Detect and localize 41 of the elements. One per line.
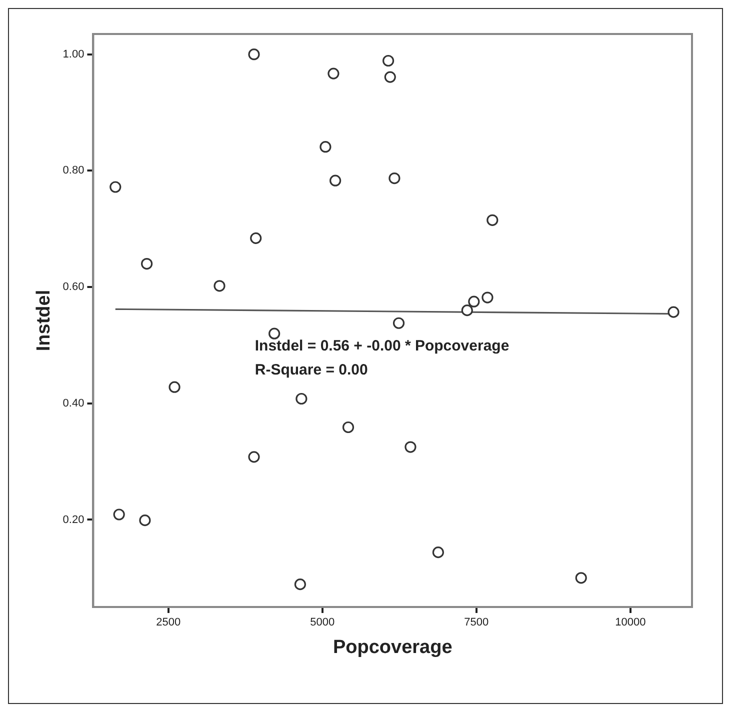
y-axis-title: Instdel bbox=[34, 290, 55, 352]
point bbox=[330, 174, 342, 186]
point bbox=[384, 71, 396, 83]
y-tick-label: 1.00 bbox=[62, 48, 84, 60]
point bbox=[342, 421, 354, 434]
point bbox=[382, 54, 394, 67]
point bbox=[482, 292, 494, 304]
point bbox=[141, 258, 153, 270]
point bbox=[268, 328, 280, 340]
point bbox=[468, 296, 480, 308]
x-tick-label: 5000 bbox=[310, 616, 335, 629]
point bbox=[388, 172, 400, 184]
point bbox=[296, 392, 308, 405]
point bbox=[328, 68, 340, 80]
point bbox=[113, 508, 125, 520]
point bbox=[294, 578, 306, 590]
x-axis-title: Popcoverage bbox=[332, 636, 452, 658]
point bbox=[320, 141, 332, 153]
point bbox=[214, 280, 226, 292]
y-tick-label: 0.20 bbox=[62, 514, 84, 526]
x-tick-label: 2500 bbox=[156, 616, 181, 629]
point bbox=[575, 572, 587, 584]
point bbox=[168, 381, 180, 393]
point bbox=[248, 48, 260, 60]
point bbox=[250, 232, 262, 244]
point bbox=[668, 306, 680, 318]
point bbox=[486, 214, 498, 226]
y-tick-label: 0.80 bbox=[62, 164, 84, 177]
x-tick-label: 7500 bbox=[464, 616, 489, 629]
point bbox=[248, 451, 260, 463]
y-tick-label: 0.60 bbox=[62, 281, 84, 294]
point bbox=[461, 304, 473, 316]
annotation: Instdel = 0.56 + -0.00 * Popcoverage bbox=[254, 337, 510, 354]
annotation: R-Square = 0.00 bbox=[254, 361, 368, 378]
point bbox=[432, 546, 444, 558]
x-tick-label: 10000 bbox=[615, 616, 646, 629]
point bbox=[404, 441, 416, 453]
point bbox=[139, 514, 151, 526]
y-tick-label: 0.40 bbox=[62, 397, 84, 410]
point bbox=[392, 317, 405, 329]
point bbox=[110, 181, 122, 193]
